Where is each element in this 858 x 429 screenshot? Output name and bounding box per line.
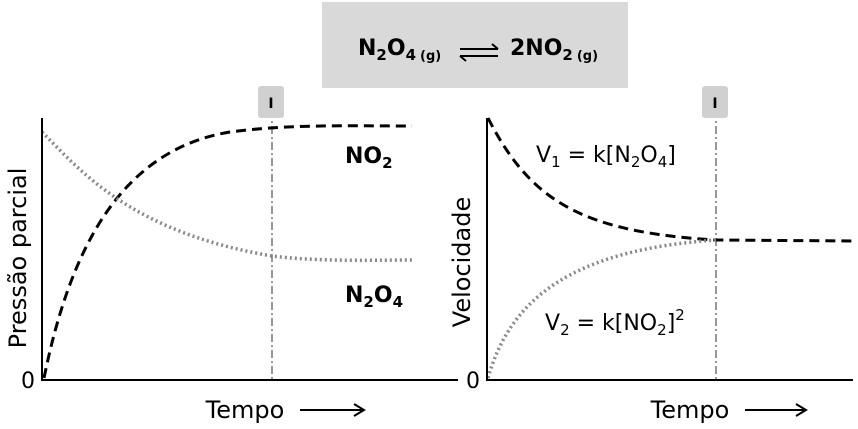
text: 1 (551, 153, 561, 171)
n2o4-curve (40, 130, 414, 263)
no2-label: NO2 (345, 144, 393, 172)
text: 4 (658, 153, 668, 171)
y-axis-label: Pressão parcial (4, 168, 32, 349)
text: N (345, 283, 363, 308)
text: (g) (420, 49, 441, 64)
left-panel: I 0 NO2 N2O4 Pressão parcial Tempo (4, 86, 458, 424)
text: 2 (560, 321, 570, 339)
text: = k[NO (570, 311, 658, 336)
v2-curve (486, 238, 717, 379)
text: N (358, 36, 376, 61)
origin-label: 0 (21, 369, 35, 394)
x-axis-label: Tempo (205, 396, 285, 424)
marker: I (712, 96, 717, 112)
text: 2 (675, 306, 685, 324)
marker: I (268, 96, 273, 112)
time-arrow (300, 403, 366, 417)
right-panel: I 0 V1 = k[N2O4] V2 = k[NO2]2 Velocidade… (448, 86, 854, 424)
marker-box (702, 86, 728, 118)
v1-curve (486, 117, 854, 243)
v1-label: V1 = k[N2O4] (536, 143, 676, 171)
marker-box (258, 86, 284, 118)
text: = k[N (561, 143, 631, 168)
text: 2 (363, 293, 373, 311)
text: ] (667, 311, 676, 336)
time-arrow (745, 403, 808, 417)
text: O (374, 283, 393, 308)
text: 2 (562, 46, 572, 64)
text: 2 (657, 321, 667, 339)
y-axis-label: Velocidade (448, 197, 476, 327)
text: O (387, 36, 406, 61)
text: 4 (393, 293, 403, 311)
equation-reactant: N2O4 (g) (358, 36, 441, 64)
n2o4-label: N2O4 (345, 283, 403, 311)
text: 2 (382, 154, 392, 172)
text: 2NO (510, 36, 562, 61)
text: V (545, 311, 560, 336)
text: ] (667, 143, 676, 168)
x-axis-label: Tempo (650, 396, 730, 424)
text: O (640, 143, 657, 168)
equation-box (322, 2, 628, 88)
equation-product: 2NO2 (g) (510, 36, 598, 64)
v2-label: V2 = k[NO2]2 (545, 306, 685, 339)
text: 4 (406, 46, 416, 64)
origin-label: 0 (466, 369, 480, 394)
text: V (536, 143, 551, 168)
text: 2 (376, 46, 386, 64)
text: 2 (631, 153, 641, 171)
no2-curve (42, 124, 413, 379)
text: NO (345, 144, 382, 169)
equilibrium-arrows (459, 43, 499, 62)
text: (g) (577, 49, 598, 64)
